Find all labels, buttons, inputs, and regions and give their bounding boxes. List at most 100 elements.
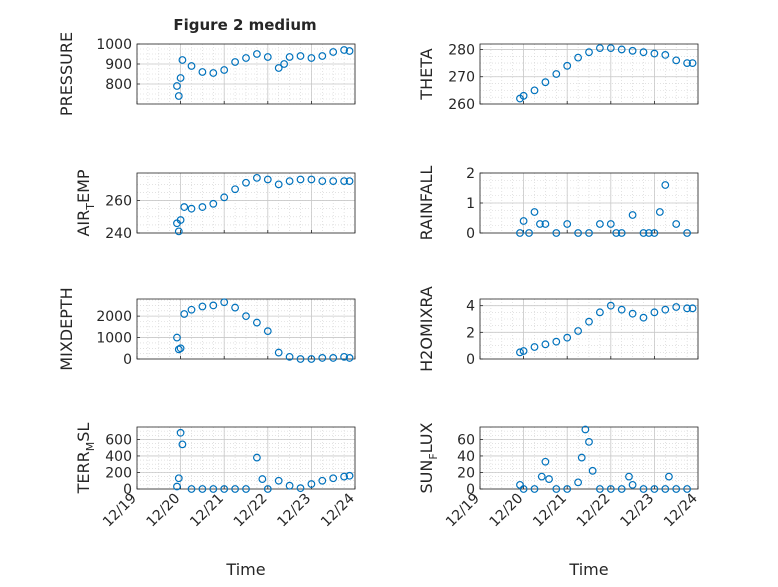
data-point [173, 482, 181, 491]
data-point [345, 354, 354, 362]
y-tick-label: 400 [105, 449, 132, 465]
data-point [242, 485, 250, 493]
data-point [252, 50, 261, 58]
y-axis-label: PRESSURE [57, 32, 76, 116]
data-point [340, 472, 349, 481]
data-point [174, 92, 183, 100]
y-axis-label-subscript: T [84, 203, 97, 211]
data-point [285, 53, 294, 61]
data-point [574, 478, 582, 487]
data-point [220, 485, 229, 493]
data-point [688, 59, 697, 67]
subplot-4: 0 1 2 RAINFALL [417, 166, 699, 242]
data-point [628, 211, 637, 219]
data-point [180, 203, 189, 211]
y-axis-label: H2OMIXRA [417, 286, 436, 372]
axes-box [136, 426, 356, 490]
y-tick-label: 1000 [96, 331, 132, 347]
data-point [198, 302, 207, 311]
data-point [585, 48, 593, 57]
y-axis-label: RAINFALL [417, 166, 436, 241]
data-point [187, 305, 196, 314]
data-point [552, 485, 561, 493]
y-axis-label: SUNFLUX [417, 422, 440, 493]
y-tick-label: 240 [105, 226, 132, 242]
data-point [519, 485, 528, 493]
data-point [307, 54, 316, 62]
data-point [280, 60, 289, 68]
y-tick-label: 0 [466, 482, 475, 498]
data-point [639, 229, 648, 237]
data-point [639, 485, 648, 493]
data-point [285, 177, 294, 186]
data-point [606, 485, 615, 493]
data-point [307, 355, 316, 363]
data-point [318, 177, 327, 186]
data-point [252, 453, 261, 462]
data-point [661, 305, 670, 314]
y-axis-label-main: PRESSURE [57, 32, 76, 116]
data-point [296, 52, 305, 60]
data-point [345, 47, 354, 55]
data-point [563, 220, 572, 228]
data-point [296, 355, 305, 363]
data-point [672, 220, 681, 228]
y-tick-label: 4 [466, 299, 475, 315]
y-axis-label-main: TERR [74, 451, 93, 494]
data-point [596, 485, 604, 493]
data-point [242, 178, 250, 187]
y-tick-label: 260 [448, 97, 475, 113]
data-point [552, 70, 561, 78]
y-tick-label: 270 [448, 70, 475, 86]
data-point [683, 485, 691, 493]
y-axis-label-main: AIR [74, 210, 93, 237]
data-point [585, 317, 593, 326]
y-tick-label: 2000 [96, 309, 132, 325]
data-point [625, 472, 633, 481]
data-point [688, 304, 697, 313]
y-tick-label: 1 [466, 196, 475, 212]
y-tick-label: 0 [466, 352, 475, 368]
data-point [209, 199, 218, 208]
data-point [209, 69, 218, 77]
data-point [596, 220, 604, 228]
data-point [345, 471, 354, 480]
data-point [231, 485, 240, 493]
data-point [606, 44, 615, 52]
data-point [318, 354, 327, 362]
data-point [263, 53, 272, 61]
x-axis-label: Time [568, 560, 608, 579]
data-point [329, 177, 338, 186]
data-point [187, 62, 196, 70]
x-axis-label: Time [225, 560, 265, 579]
data-point [541, 457, 550, 466]
data-point [209, 485, 218, 493]
data-point [628, 309, 637, 318]
y-axis-label-subscript: F [427, 453, 440, 459]
data-point [645, 229, 653, 237]
data-point [209, 301, 218, 310]
data-point [187, 204, 196, 213]
figure-title: Figure 2 medium [173, 16, 316, 34]
data-point [296, 484, 305, 493]
data-point [231, 185, 240, 194]
data-point [530, 485, 539, 493]
data-point [285, 481, 294, 490]
y-tick-label: 40 [457, 449, 475, 465]
data-point [274, 476, 283, 485]
data-point [577, 453, 586, 462]
y-axis-label-main: SUN [417, 460, 436, 494]
y-tick-label: 2 [466, 166, 475, 182]
data-point [639, 313, 648, 322]
y-axis-label-main: H2OMIXRA [417, 286, 436, 372]
data-point [672, 485, 681, 493]
data-point [274, 348, 283, 357]
axes-box [479, 298, 699, 360]
data-point [174, 474, 183, 483]
data-point [516, 229, 524, 237]
data-point [318, 476, 327, 485]
y-axis-label: AIRTEMP [74, 169, 97, 236]
axes-box [136, 298, 356, 360]
data-point [263, 485, 272, 493]
